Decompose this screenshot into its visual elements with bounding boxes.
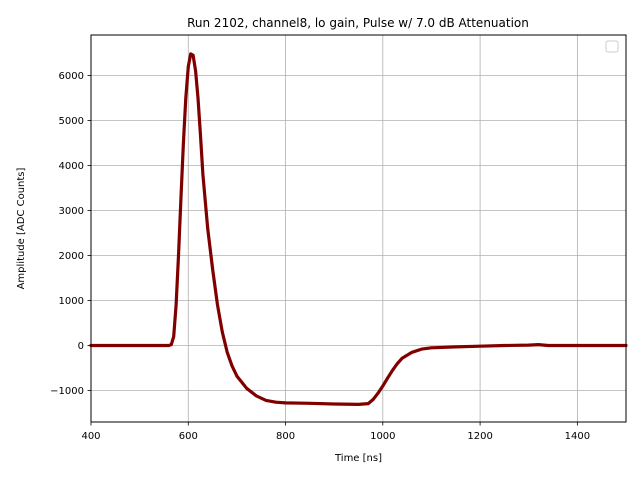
data-point xyxy=(169,343,173,346)
data-point xyxy=(206,227,210,230)
data-point xyxy=(332,402,336,406)
x-tick-label: 800 xyxy=(276,431,295,442)
data-point xyxy=(235,374,239,378)
y-axis-ticks: −1000 0 1000 2000 3000 4000 5000 6000 xyxy=(50,71,91,397)
chart-title: Run 2102, channel8, lo gain, Pulse w/ 7.… xyxy=(187,16,529,30)
data-point xyxy=(420,347,424,351)
data-point xyxy=(179,195,183,199)
data-point xyxy=(546,344,550,347)
data-point xyxy=(308,401,312,405)
data-point xyxy=(196,96,200,100)
data-point xyxy=(186,65,190,68)
data-point xyxy=(410,350,414,354)
data-point xyxy=(357,403,360,406)
data-point xyxy=(157,344,161,347)
data-point xyxy=(381,384,385,388)
y-axis-label: Amplitude [ADC Counts] xyxy=(16,167,27,289)
data-point xyxy=(264,399,268,402)
y-tick-label: 6000 xyxy=(59,71,84,82)
data-series xyxy=(89,52,628,406)
data-point xyxy=(386,376,390,380)
data-point xyxy=(201,173,205,176)
data-point xyxy=(184,96,188,100)
data-point xyxy=(478,344,482,348)
legend-box xyxy=(605,40,619,53)
data-point xyxy=(366,402,370,405)
y-tick-label: 4000 xyxy=(59,161,84,172)
data-point xyxy=(391,368,394,372)
x-tick-label: 1000 xyxy=(370,431,395,442)
data-point xyxy=(396,362,399,365)
data-point xyxy=(537,343,540,346)
y-tick-label: 2000 xyxy=(59,251,84,262)
data-point xyxy=(182,141,185,145)
data-point xyxy=(220,330,224,334)
y-tick-label: 1000 xyxy=(59,296,84,307)
y-tick-label: 5000 xyxy=(59,116,84,127)
x-axis-ticks: 400 600 800 1000 1200 1400 xyxy=(81,422,590,442)
data-point xyxy=(177,254,180,257)
data-point xyxy=(245,386,249,390)
x-tick-label: 600 xyxy=(179,431,198,442)
data-point xyxy=(167,344,171,347)
x-tick-label: 1400 xyxy=(565,431,590,442)
data-point xyxy=(503,344,506,347)
data-point xyxy=(454,345,458,349)
data-point xyxy=(230,364,234,368)
data-point xyxy=(400,356,404,360)
data-point xyxy=(430,346,433,350)
y-tick-label: 3000 xyxy=(59,206,84,217)
data-point xyxy=(575,344,579,347)
x-axis-label: Time [ns] xyxy=(334,453,382,464)
data-point xyxy=(274,400,278,404)
data-point xyxy=(376,391,380,395)
data-point xyxy=(254,394,258,398)
y-tick-label: 0 xyxy=(78,341,84,352)
x-tick-label: 1200 xyxy=(467,431,492,442)
data-point xyxy=(211,267,214,271)
data-point xyxy=(199,132,202,136)
data-point xyxy=(189,52,193,56)
data-point xyxy=(191,53,195,57)
data-point xyxy=(172,335,176,338)
y-tick-label: −1000 xyxy=(50,386,84,397)
data-point xyxy=(527,343,531,347)
data-point xyxy=(194,69,197,73)
data-point xyxy=(225,350,229,354)
data-point xyxy=(284,401,287,405)
data-point xyxy=(216,303,219,307)
data-point xyxy=(174,303,178,307)
data-point xyxy=(371,398,375,401)
x-tick-label: 400 xyxy=(81,431,100,442)
plot-frame xyxy=(90,34,627,423)
